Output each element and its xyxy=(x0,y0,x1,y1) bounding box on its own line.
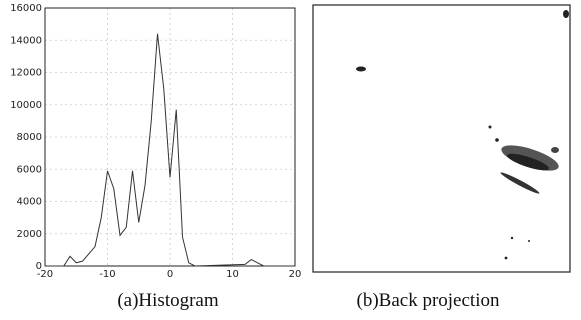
caption-a: (a)Histogram xyxy=(117,290,219,311)
caption-b: (b)Back projection xyxy=(357,290,500,311)
y-tick-label: 8000 xyxy=(17,132,42,143)
y-tick-label: 4000 xyxy=(17,197,42,208)
figure: (b)Back projection (a)Histogram 0 2000 400… xyxy=(0,0,581,320)
y-tick-label: 6000 xyxy=(17,164,42,175)
x-tick-label: 20 xyxy=(289,269,302,280)
x-tick-label: 0 xyxy=(167,269,173,280)
y-tick-label: 14000 xyxy=(10,35,42,46)
back-projection-frame xyxy=(313,5,570,272)
y-tick-label: 12000 xyxy=(10,68,42,79)
y-tick-label: 10000 xyxy=(10,100,42,111)
x-tick-label: -10 xyxy=(99,269,115,280)
y-tick-label: 16000 xyxy=(10,3,42,14)
x-tick-label: -20 xyxy=(37,269,53,280)
x-tick-label: 10 xyxy=(226,269,239,280)
y-tick-label: 2000 xyxy=(17,229,42,240)
